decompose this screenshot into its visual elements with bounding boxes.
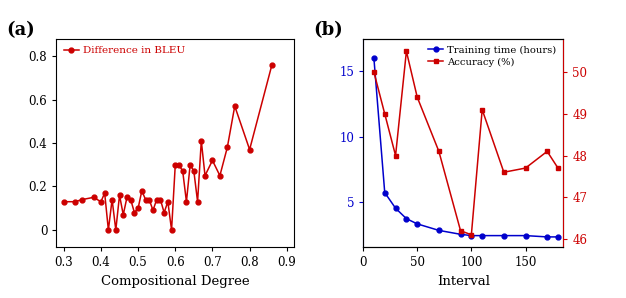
Difference in BLEU [246, 148, 254, 151]
Difference in BLEU [79, 198, 86, 201]
Text: (a): (a) [6, 21, 35, 39]
Accuracy (%) [457, 229, 464, 232]
Accuracy (%) [521, 166, 529, 170]
Accuracy (%) [500, 170, 508, 174]
Training time (hours) [413, 222, 421, 226]
Accuracy (%) [392, 154, 399, 157]
Difference in BLEU [172, 163, 179, 167]
Legend: Difference in BLEU: Difference in BLEU [61, 44, 188, 58]
Difference in BLEU [179, 170, 187, 173]
Training time (hours) [381, 191, 389, 194]
Training time (hours) [521, 234, 529, 238]
Difference in BLEU [131, 211, 138, 214]
Difference in BLEU [101, 191, 108, 195]
Accuracy (%) [435, 150, 443, 153]
Difference in BLEU [175, 163, 183, 167]
X-axis label: Interval: Interval [437, 275, 490, 288]
Difference in BLEU [123, 195, 131, 199]
Difference in BLEU [97, 200, 105, 204]
Difference in BLEU [127, 198, 135, 201]
Difference in BLEU [149, 209, 156, 212]
Difference in BLEU [216, 174, 223, 177]
Difference in BLEU [145, 198, 153, 201]
Difference in BLEU [153, 198, 160, 201]
Difference in BLEU [90, 195, 97, 199]
Line: Accuracy (%): Accuracy (%) [371, 49, 560, 237]
Training time (hours) [500, 234, 508, 238]
Difference in BLEU [183, 200, 190, 204]
Line: Training time (hours): Training time (hours) [371, 56, 560, 239]
X-axis label: Compositional Degree: Compositional Degree [101, 275, 250, 288]
Difference in BLEU [105, 228, 112, 232]
Difference in BLEU [223, 146, 231, 149]
Training time (hours) [392, 207, 399, 210]
Difference in BLEU [268, 63, 275, 67]
Difference in BLEU [60, 200, 68, 204]
Training time (hours) [543, 235, 551, 239]
Training time (hours) [554, 235, 562, 239]
Difference in BLEU [208, 159, 216, 162]
Line: Difference in BLEU: Difference in BLEU [61, 62, 274, 232]
Training time (hours) [435, 229, 443, 232]
Difference in BLEU [71, 200, 79, 204]
Accuracy (%) [468, 233, 475, 237]
Difference in BLEU [190, 170, 198, 173]
Training time (hours) [370, 57, 377, 60]
Difference in BLEU [231, 104, 239, 108]
Difference in BLEU [141, 198, 149, 201]
Accuracy (%) [413, 95, 421, 99]
Difference in BLEU [201, 174, 208, 177]
Accuracy (%) [381, 112, 389, 116]
Difference in BLEU [194, 200, 202, 204]
Accuracy (%) [478, 108, 486, 111]
Difference in BLEU [138, 189, 146, 193]
Legend: Training time (hours), Accuracy (%): Training time (hours), Accuracy (%) [426, 44, 558, 69]
Training time (hours) [457, 232, 464, 236]
Difference in BLEU [112, 228, 120, 232]
Accuracy (%) [403, 49, 410, 53]
Training time (hours) [468, 234, 475, 238]
Accuracy (%) [554, 166, 562, 170]
Difference in BLEU [160, 211, 168, 214]
Difference in BLEU [187, 163, 194, 167]
Difference in BLEU [135, 207, 142, 210]
Training time (hours) [403, 217, 410, 221]
Difference in BLEU [116, 193, 123, 197]
Accuracy (%) [370, 70, 377, 74]
Difference in BLEU [120, 213, 127, 217]
Difference in BLEU [108, 198, 116, 201]
Difference in BLEU [156, 198, 164, 201]
Training time (hours) [478, 234, 486, 238]
Difference in BLEU [164, 200, 172, 204]
Difference in BLEU [168, 228, 175, 232]
Difference in BLEU [198, 139, 205, 143]
Text: (b): (b) [313, 21, 343, 39]
Accuracy (%) [543, 150, 551, 153]
